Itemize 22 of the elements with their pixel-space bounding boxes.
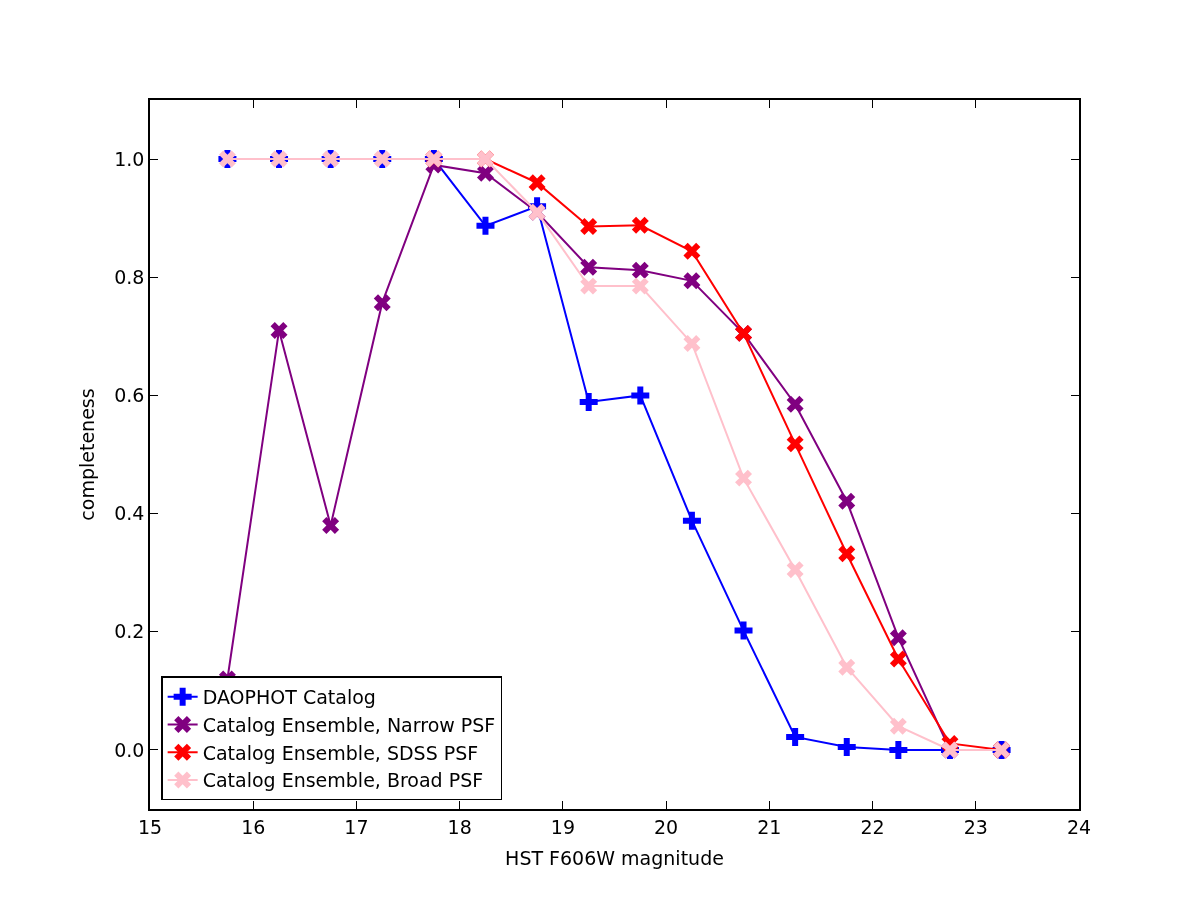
y-tick-label: 0.6 — [114, 384, 145, 407]
y-tick-label: 0.8 — [114, 265, 145, 288]
y-tick-label: 0.2 — [114, 620, 145, 643]
legend-label: DAOPHOT Catalog — [202, 686, 376, 709]
x-tick-label: 16 — [241, 815, 266, 838]
legend-label: Catalog Ensemble, SDSS PSF — [202, 741, 479, 764]
y-tick-label: 0.4 — [114, 502, 145, 525]
x-tick-label: 20 — [654, 815, 679, 838]
legend-label: Catalog Ensemble, Broad PSF — [202, 769, 484, 792]
legend-label: Catalog Ensemble, Narrow PSF — [202, 713, 496, 736]
x-tick-label: 19 — [550, 815, 575, 838]
x-tick-label: 22 — [860, 815, 885, 838]
x-tick-label: 17 — [344, 815, 369, 838]
y-tick-label: 1.0 — [114, 147, 145, 170]
x-tick-label: 21 — [757, 815, 782, 838]
x-tick-label: 24 — [1066, 815, 1092, 838]
y-tick-label: 0.0 — [114, 738, 145, 761]
x-tick-label: 18 — [447, 815, 472, 838]
y-axis-title: completeness — [75, 388, 98, 521]
x-tick-label: 23 — [963, 815, 988, 838]
x-axis-title: HST F606W magnitude — [505, 846, 724, 869]
x-tick-label: 15 — [137, 815, 163, 838]
